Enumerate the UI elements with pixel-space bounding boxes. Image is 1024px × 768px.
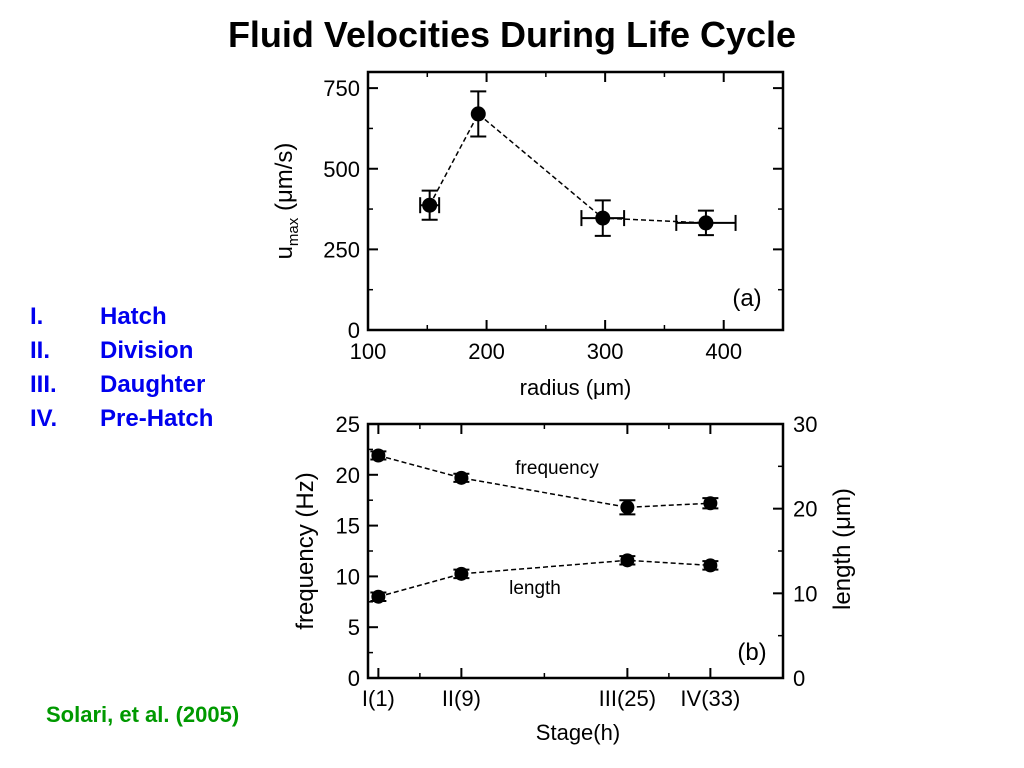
stage-item-daughter: III. Daughter	[30, 368, 213, 402]
panel-label-b: (b)	[737, 639, 766, 666]
stage-list: I. Hatch II. Division III. Daughter IV. Pre-…	[30, 300, 213, 436]
x-axis-label: Stage(h)	[536, 720, 620, 745]
x-tick-label: 400	[705, 339, 742, 364]
slide-title: Fluid Velocities During Life Cycle	[227, 14, 797, 55]
stage-item-hatch: I. Hatch	[30, 300, 213, 334]
y-right-tick-label: 20	[793, 497, 817, 522]
x-axis-label: radius (μm)	[520, 375, 632, 400]
chart-b-frequency-length-vs-stage: I(1) II(9) III(25) IV(33) 0 5 10 15 20 25 0 10 20 30 S…	[292, 412, 856, 745]
x-tick-label: I(1)	[362, 686, 395, 711]
chart-a-frame	[366, 70, 785, 332]
data-point-frequency	[620, 500, 635, 515]
x-tick-label: III(25)	[599, 686, 656, 711]
y-axis-label-subscript: max	[285, 217, 302, 246]
stage-item-pre-hatch: IV. Pre-Hatch	[30, 402, 213, 436]
y-right-tick-label: 10	[793, 581, 817, 606]
y-left-tick-label: 0	[348, 666, 360, 691]
data-point	[698, 215, 714, 231]
series-line-frequency	[378, 454, 711, 509]
data-point-frequency	[371, 448, 386, 463]
stage-number: I.	[30, 303, 44, 330]
panel-label-a: (a)	[732, 285, 761, 312]
x-tick-label: IV(33)	[680, 686, 740, 711]
data-point-length	[371, 589, 386, 604]
series-label-frequency: frequency	[515, 458, 599, 479]
y-axis-label-units: (μm/s)	[271, 143, 298, 218]
y-left-tick-label: 10	[336, 564, 360, 589]
y-tick-label: 0	[348, 318, 360, 343]
y-left-tick-label: 25	[336, 412, 360, 437]
stage-label: Division	[100, 337, 194, 364]
stage-label: Pre-Hatch	[100, 405, 214, 432]
data-point-length	[620, 553, 635, 568]
stage-number: II.	[30, 337, 51, 364]
series-label-length: length	[509, 578, 561, 599]
y-left-tick-label: 15	[336, 514, 360, 539]
y-axis-label: umax (μm/s)	[271, 143, 302, 260]
stage-item-division: II. Division	[30, 334, 213, 368]
stage-number: IV.	[30, 405, 58, 432]
y-axis-label-main: u	[271, 246, 298, 259]
stage-number: III.	[30, 371, 57, 398]
y-right-tick-label: 0	[793, 666, 805, 691]
data-point-length	[454, 566, 469, 581]
stage-label: Hatch	[100, 303, 167, 330]
series-line-length	[378, 559, 711, 598]
data-point-length	[703, 558, 718, 573]
y-left-axis-label: frequency (Hz)	[292, 472, 319, 629]
x-tick-label: II(9)	[442, 686, 481, 711]
y-left-tick-label: 5	[348, 615, 360, 640]
stage-label: Daughter	[100, 371, 206, 398]
citation: Solari, et al. (2005)	[46, 702, 240, 727]
y-tick-label: 750	[323, 76, 360, 101]
y-left-tick-label: 20	[336, 463, 360, 488]
chart-a-velocity-vs-radius: 100 200 300 400 0 250 500 750 radius (μm) umax (μ…	[271, 70, 785, 400]
y-tick-label: 500	[323, 157, 360, 182]
series-line	[428, 112, 706, 224]
data-point	[470, 106, 486, 122]
data-point	[595, 210, 611, 226]
y-tick-label: 250	[323, 237, 360, 262]
data-point-frequency	[454, 470, 469, 485]
x-tick-label: 300	[587, 339, 624, 364]
y-right-axis-label: length (μm)	[829, 488, 856, 610]
y-right-tick-label: 30	[793, 412, 817, 437]
x-tick-label: 200	[468, 339, 505, 364]
data-point-frequency	[703, 496, 718, 511]
x-tick-label: 100	[350, 339, 387, 364]
data-point	[422, 197, 438, 213]
